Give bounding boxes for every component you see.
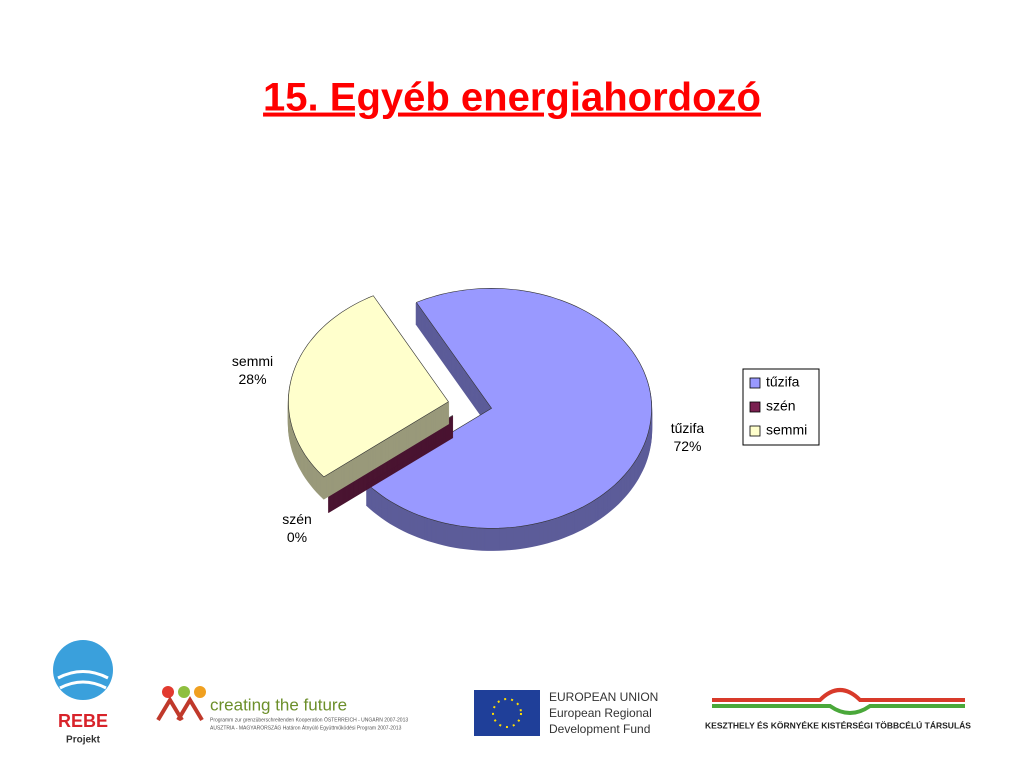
- ctf-line: AUSZTRIA - MAGYARORSZÁG Határon Átnyúló …: [210, 724, 402, 731]
- ctf-figure: [194, 686, 206, 698]
- slice-side: [327, 429, 454, 507]
- slice-side: [327, 435, 454, 513]
- ctf-figures: [156, 696, 204, 722]
- slice-label: szén: [282, 511, 312, 527]
- ctf-text: creating the future: [210, 695, 347, 714]
- pie-slice: [365, 287, 653, 551]
- eu-stars: [492, 698, 522, 728]
- kesz-text: KESZTHELY ÉS KÖRNYÉKE KISTÉRSÉGI TÖBBCÉL…: [705, 719, 971, 730]
- slice-side: [327, 423, 454, 501]
- legend-swatch: [749, 425, 761, 437]
- slice-side: [327, 436, 454, 514]
- rebe-waves: [57, 670, 109, 690]
- eu-flag: [474, 690, 540, 736]
- eu-text: EUROPEAN UNION: [549, 690, 658, 704]
- slice-side: [327, 434, 454, 512]
- slice-side: [327, 421, 454, 499]
- slice-side: [327, 424, 454, 502]
- slice-side: [327, 428, 454, 506]
- pie-slice: [287, 295, 450, 500]
- slice-side: [327, 425, 454, 503]
- legend-swatch: [749, 401, 761, 413]
- ctf-line: Programm zur grenzüberschreitenden Koope…: [210, 716, 408, 723]
- slice-label: semmi: [232, 353, 273, 369]
- rebe-text: REBE: [58, 711, 108, 731]
- slice-side: [327, 432, 454, 510]
- projekt-text: Projekt: [66, 735, 101, 746]
- kesz-line: [712, 704, 965, 715]
- slice-side: [327, 422, 454, 500]
- eu-text: European Regional: [549, 706, 652, 720]
- slice-side: [327, 431, 454, 509]
- slice-label: tűzifa: [671, 420, 705, 436]
- slice-side: [327, 427, 454, 505]
- kesz-line: [712, 688, 965, 702]
- slice-side: [327, 426, 454, 504]
- legend-label: szén: [766, 398, 796, 414]
- eu-text: Development Fund: [549, 722, 650, 736]
- slide-title: 15. Egyéb energiahordozó: [263, 76, 761, 120]
- ctf-figure: [178, 686, 190, 698]
- slice-side: [327, 433, 454, 511]
- slice-top: [288, 295, 449, 478]
- legend-swatch: [749, 377, 761, 389]
- slice-value-label: 28%: [239, 371, 267, 387]
- ctf-figure: [162, 686, 174, 698]
- slice-top: [366, 287, 652, 529]
- footer: REBE Projekt creating the future Program…: [53, 640, 971, 746]
- slice-value-label: 72%: [673, 438, 701, 454]
- legend-label: semmi: [766, 422, 807, 438]
- legend-label: tűzifa: [766, 374, 800, 390]
- slice-side: [327, 430, 454, 508]
- slice-value-label: 0%: [287, 529, 307, 545]
